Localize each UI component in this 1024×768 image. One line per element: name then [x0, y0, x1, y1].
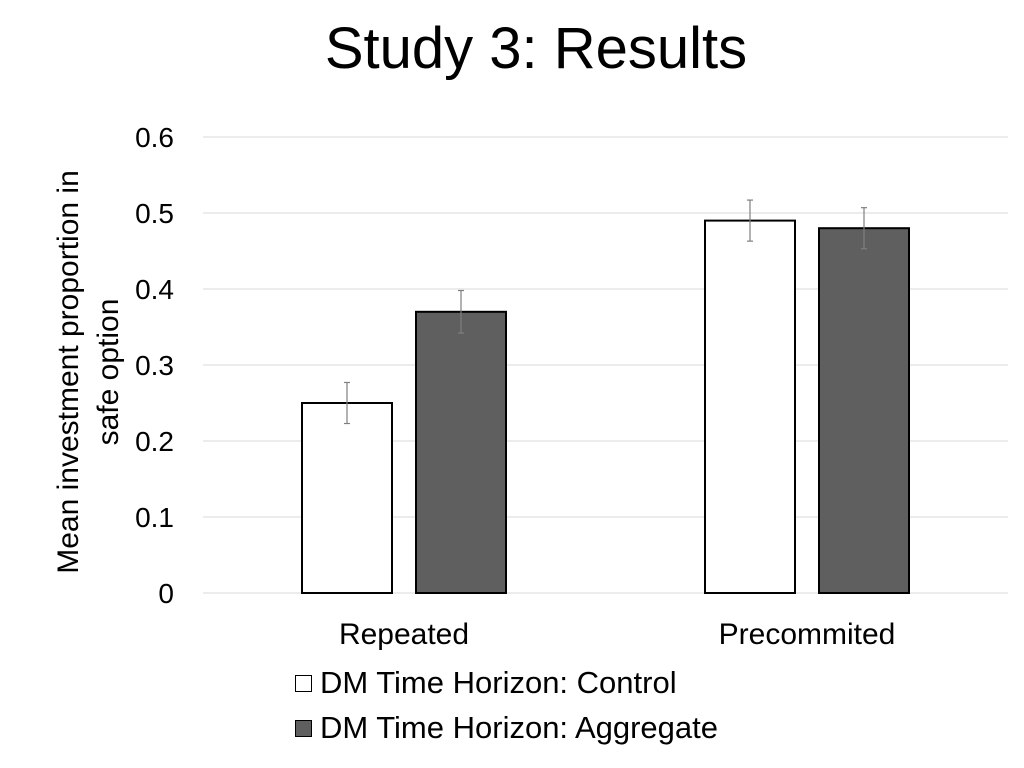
error-bar: [747, 199, 753, 242]
x-tick-label: Repeated: [339, 618, 469, 651]
y-tick-label: 0.2: [135, 426, 174, 457]
error-bar: [344, 381, 350, 425]
y-axis-ticks: 0 0.1 0.2 0.3 0.4 0.5 0.6: [135, 122, 174, 609]
y-tick-label: 0.5: [135, 198, 174, 229]
legend-label-control: DM Time Horizon: Control: [320, 665, 677, 700]
error-bar: [861, 207, 867, 250]
bar-control-precommited: [704, 219, 796, 594]
bar-control-repeated: [301, 402, 393, 594]
y-tick-label: 0: [158, 578, 174, 609]
legend-item-control: DM Time Horizon: Control: [295, 665, 677, 701]
y-tick-label: 0.1: [135, 502, 174, 533]
x-tick-label: Precommited: [719, 618, 896, 651]
y-axis-label: Mean investment proportion in safe option: [52, 170, 125, 574]
y-tick-label: 0.3: [135, 350, 174, 381]
bars: [301, 199, 910, 594]
bar-aggregate-repeated: [415, 310, 507, 594]
y-axis-label-line: safe option: [92, 299, 125, 446]
y-tick-label: 0.6: [135, 122, 174, 153]
legend-swatch-control: [295, 674, 312, 692]
y-tick-label: 0.4: [135, 274, 174, 305]
error-bar: [458, 289, 464, 334]
bar-aggregate-precommited: [818, 227, 910, 594]
legend-item-aggregate: DM Time Horizon: Aggregate: [295, 710, 718, 746]
chart-title: Study 3: Results: [324, 16, 748, 81]
x-axis-ticks: Repeated Precommited: [339, 618, 895, 651]
legend-swatch-aggregate: [295, 719, 312, 737]
legend-label-aggregate: DM Time Horizon: Aggregate: [320, 710, 719, 745]
y-axis-label-line: Mean investment proportion in: [52, 170, 85, 574]
